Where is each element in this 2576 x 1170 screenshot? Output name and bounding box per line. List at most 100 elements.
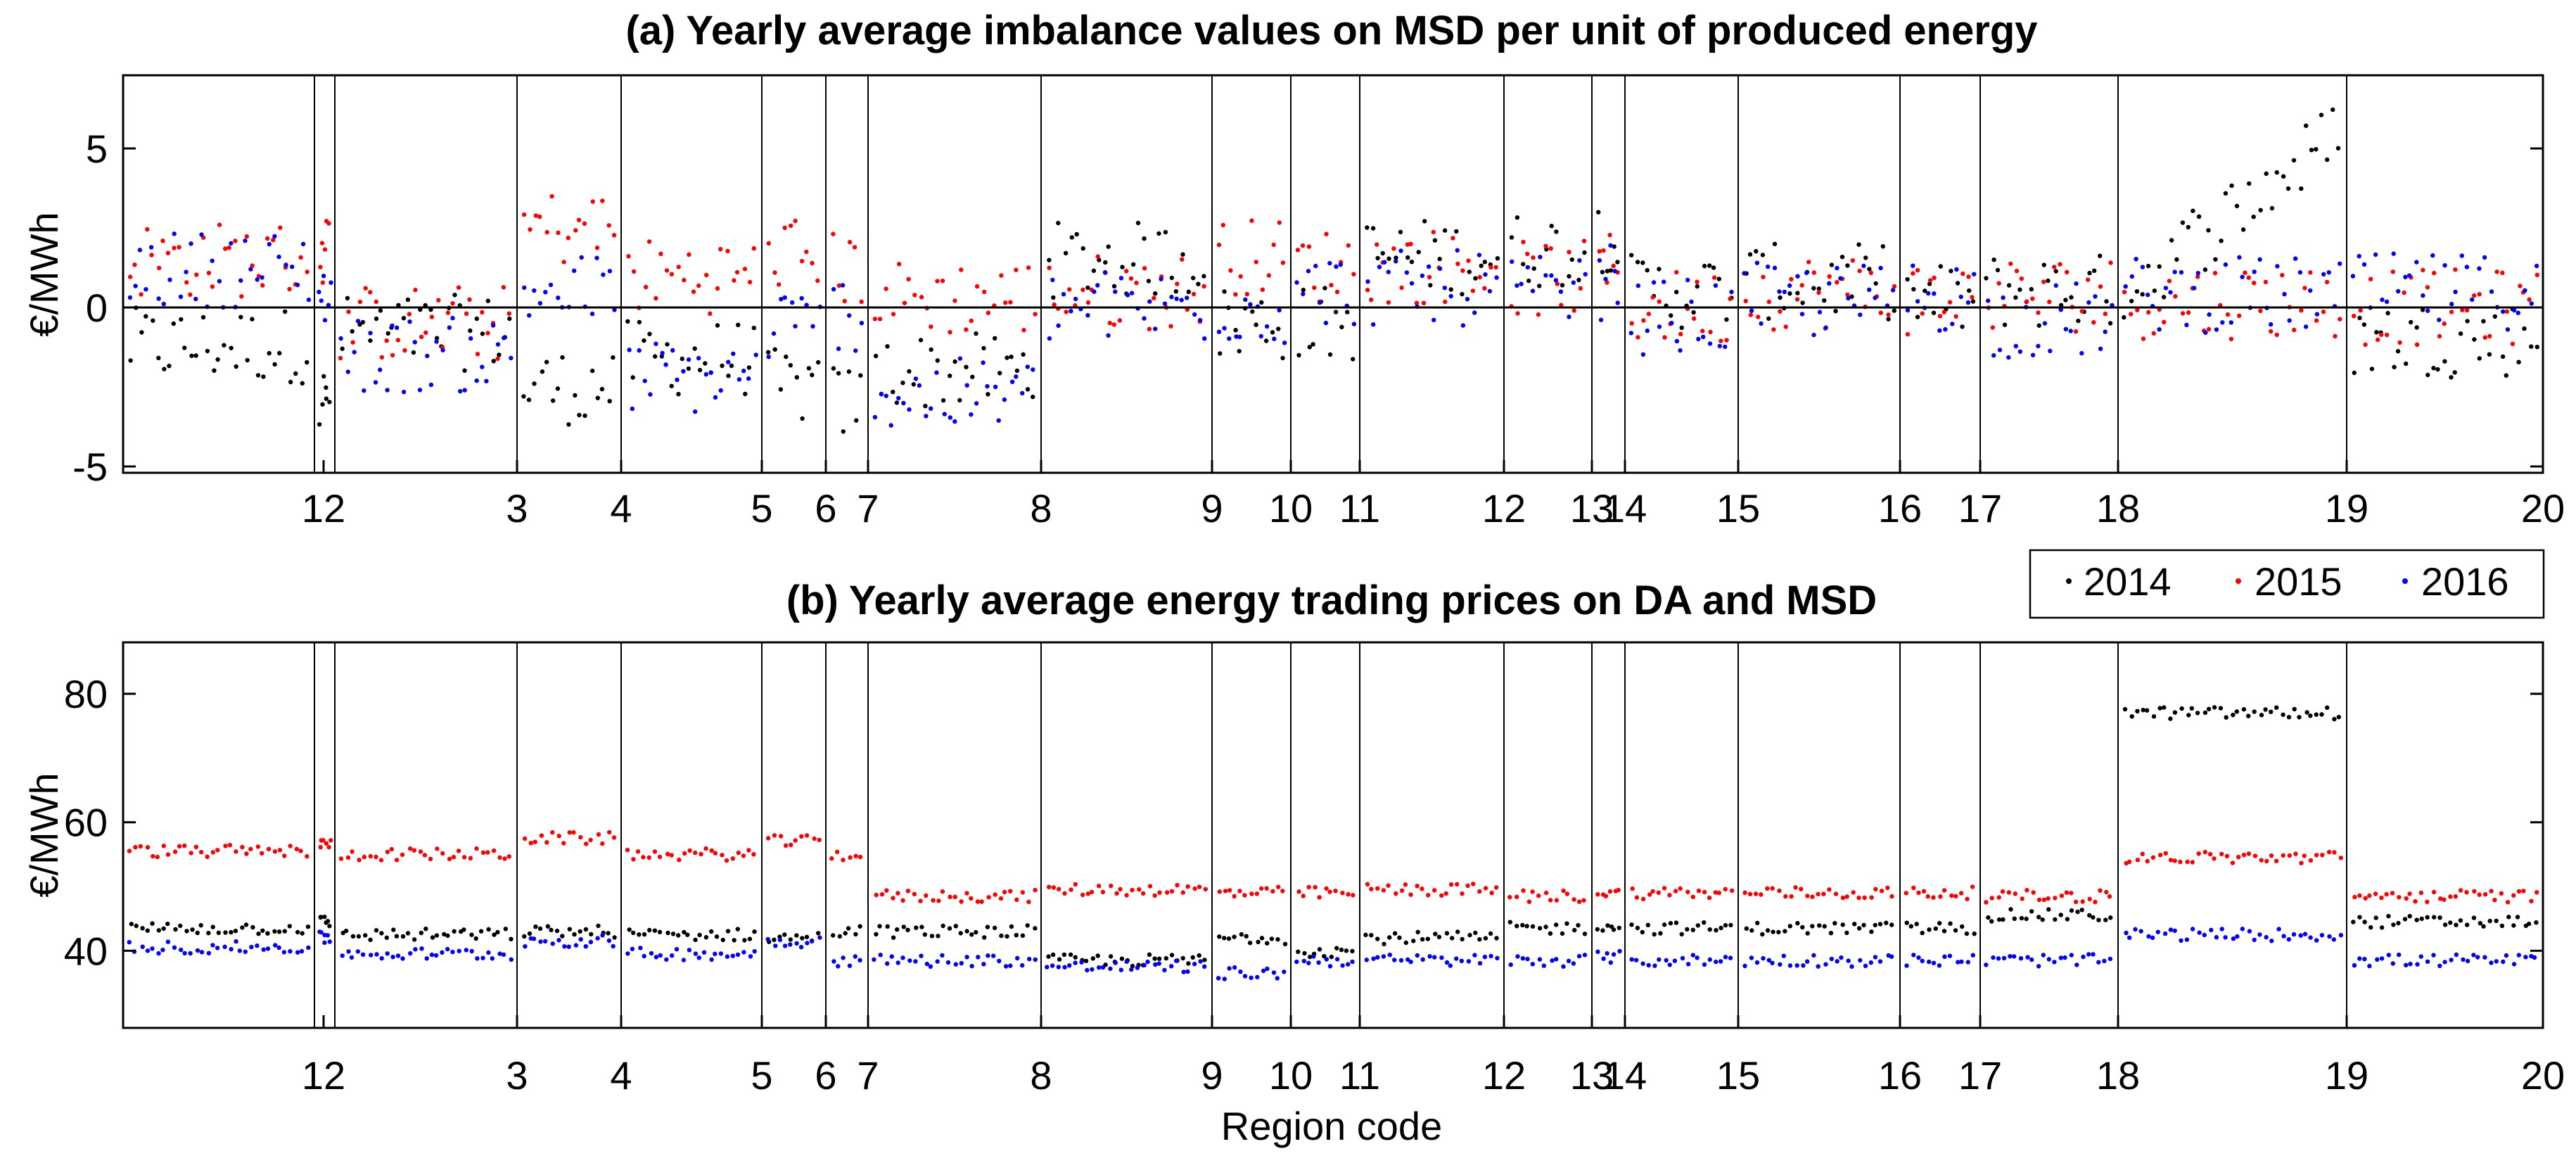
- point-2014: [703, 935, 709, 940]
- point-2014: [2069, 295, 2074, 300]
- point-2016: [1100, 965, 1106, 970]
- point-2016: [2380, 297, 2385, 303]
- point-2015: [607, 829, 612, 835]
- point-2015: [576, 217, 582, 222]
- point-2016: [1816, 964, 1821, 969]
- point-2016: [1576, 953, 1582, 959]
- point-2015: [1816, 891, 1821, 897]
- point-2015: [445, 310, 451, 315]
- point-2016: [771, 331, 777, 336]
- point-2016: [458, 388, 463, 394]
- point-2015: [182, 843, 187, 848]
- point-2016: [408, 950, 413, 956]
- point-2015: [1873, 886, 1878, 892]
- point-2015: [1514, 894, 1519, 900]
- point-2016: [1243, 297, 1248, 303]
- point-2015: [248, 846, 253, 852]
- point-2015: [948, 330, 952, 335]
- point-2014: [2352, 370, 2357, 376]
- point-2014: [1884, 920, 1889, 925]
- point-2014: [1276, 326, 1281, 331]
- point-2016: [2041, 953, 2046, 958]
- point-2014: [1152, 956, 1157, 961]
- point-2015: [1232, 894, 1237, 899]
- point-2015: [1002, 889, 1007, 895]
- point-2014: [1403, 940, 1409, 946]
- point-2014: [1333, 310, 1339, 314]
- legend-label-2014: 2014: [2084, 559, 2172, 604]
- legend-marker-2015: [2236, 578, 2241, 584]
- point-2016: [2523, 955, 2528, 960]
- point-2014: [2075, 909, 2080, 915]
- point-2014: [2152, 288, 2157, 293]
- point-2016: [900, 955, 905, 960]
- point-2016: [295, 282, 300, 288]
- point-2016: [1147, 299, 1152, 304]
- point-2015: [2000, 889, 2006, 894]
- point-2015: [1375, 242, 1379, 247]
- point-2014: [173, 927, 178, 932]
- point-2016: [2286, 937, 2291, 942]
- point-2015: [1806, 260, 1811, 265]
- point-2015: [2135, 858, 2141, 863]
- point-2016: [352, 350, 357, 355]
- point-2016: [1097, 965, 1102, 970]
- point-2016: [2408, 962, 2413, 967]
- point-2014: [1886, 317, 1891, 322]
- point-2016: [1839, 955, 1844, 960]
- point-2015: [676, 265, 681, 269]
- point-2014: [647, 927, 652, 933]
- point-2014: [215, 357, 220, 362]
- point-2015: [709, 848, 714, 853]
- point-2015: [948, 894, 952, 900]
- point-2014: [350, 934, 356, 939]
- point-2016: [1227, 966, 1232, 971]
- point-2016: [2069, 953, 2074, 958]
- point-2015: [891, 896, 895, 901]
- point-2014: [129, 922, 134, 927]
- point-2015: [1062, 891, 1067, 896]
- point-2014: [1549, 224, 1554, 229]
- point-2014: [1908, 924, 1913, 929]
- point-2016: [573, 943, 579, 948]
- point-2016: [1108, 966, 1113, 972]
- point-2015: [2190, 860, 2195, 865]
- point-2016: [1377, 265, 1382, 269]
- point-2016: [325, 933, 331, 938]
- point-2016: [2319, 933, 2325, 938]
- point-2016: [896, 395, 901, 401]
- point-2016: [2350, 274, 2356, 279]
- point-2014: [1061, 952, 1067, 958]
- point-2016: [1965, 960, 1970, 965]
- point-2016: [385, 388, 390, 393]
- point-2014: [360, 319, 366, 325]
- point-2014: [1254, 322, 1258, 327]
- point-2014: [2041, 262, 2046, 267]
- point-2014: [1073, 955, 1078, 960]
- point-2016: [1915, 299, 1920, 304]
- point-2016: [2029, 957, 2034, 962]
- point-2016: [1185, 295, 1190, 300]
- point-2015: [766, 241, 772, 246]
- point-2014: [2053, 269, 2058, 274]
- point-2016: [346, 949, 351, 954]
- point-2014: [816, 931, 821, 936]
- point-2014: [2189, 706, 2194, 711]
- point-2016: [1561, 964, 1566, 969]
- point-2015: [1494, 885, 1499, 890]
- point-2015: [2259, 858, 2264, 863]
- point-2014: [1334, 946, 1339, 950]
- point-2016: [2314, 938, 2319, 943]
- point-2014: [282, 929, 287, 934]
- point-2014: [1669, 313, 1673, 318]
- point-2016: [1222, 326, 1227, 331]
- point-2015: [1597, 249, 1602, 254]
- point-2016: [1142, 316, 1147, 321]
- point-2016: [2391, 251, 2396, 256]
- point-2015: [812, 836, 817, 841]
- point-2015: [318, 265, 323, 269]
- point-2015: [1280, 260, 1286, 265]
- point-2014: [1394, 255, 1398, 260]
- point-2015: [720, 853, 725, 858]
- point-2014: [1091, 268, 1097, 273]
